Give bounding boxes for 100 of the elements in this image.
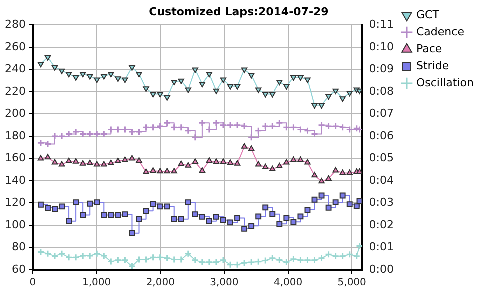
y2-tick-label: 0:06: [369, 129, 394, 142]
point: [51, 132, 59, 140]
point: [276, 80, 283, 86]
point: [65, 254, 73, 262]
point: [150, 167, 156, 173]
point: [270, 211, 276, 218]
point: [318, 103, 325, 109]
point: [171, 80, 178, 86]
point: [192, 256, 200, 264]
y-tick-label: 60: [12, 262, 26, 276]
legend-label: Cadence: [416, 25, 465, 38]
point: [192, 134, 200, 142]
point: [79, 130, 87, 138]
legend-label: GCT: [416, 8, 440, 22]
point: [290, 156, 297, 162]
point: [142, 124, 150, 132]
point: [290, 76, 297, 81]
point: [220, 217, 226, 224]
point: [156, 122, 164, 130]
point: [296, 256, 304, 264]
point: [311, 130, 319, 138]
point: [108, 212, 114, 218]
point: [164, 96, 170, 102]
point: [248, 223, 255, 230]
point: [178, 256, 186, 264]
point: [185, 88, 192, 94]
x-tick-label: 2,000: [146, 278, 175, 289]
point: [87, 200, 94, 207]
y-tick-label: 140: [4, 174, 26, 187]
point: [58, 68, 66, 74]
point: [192, 158, 199, 164]
point: [276, 221, 283, 228]
point: [326, 204, 332, 211]
y2-tick-label: 0:00: [369, 262, 394, 276]
point: [115, 76, 122, 82]
point: [262, 164, 269, 170]
point: [178, 160, 184, 166]
point: [256, 214, 262, 220]
point: [185, 162, 192, 168]
point: [298, 76, 304, 81]
point: [332, 88, 339, 94]
x-tick-label: 0: [30, 278, 36, 289]
point: [227, 84, 234, 90]
point: [101, 161, 108, 167]
point: [66, 158, 72, 164]
point: [284, 84, 290, 90]
point: [346, 202, 353, 208]
point: [220, 256, 228, 264]
point: [192, 68, 199, 74]
point: [234, 160, 241, 166]
point: [93, 130, 101, 138]
point: [143, 168, 150, 174]
point: [226, 122, 234, 130]
point: [86, 252, 94, 260]
point: [52, 159, 58, 165]
point: [115, 158, 122, 164]
point: [164, 119, 172, 127]
point: [304, 78, 311, 84]
point: [170, 124, 178, 132]
point: [206, 258, 214, 266]
point: [143, 86, 150, 92]
point: [52, 206, 58, 212]
point: [282, 258, 290, 266]
y2-tick-label: 0:09: [369, 62, 394, 76]
point: [142, 256, 150, 264]
point: [164, 168, 170, 174]
point: [101, 212, 108, 218]
point: [254, 127, 262, 135]
point: [346, 250, 354, 258]
point: [270, 92, 276, 98]
point: [199, 82, 206, 88]
point: [86, 130, 94, 138]
y2-tick-label: 0:10: [369, 40, 394, 54]
point: [325, 250, 333, 258]
point: [114, 126, 122, 134]
point: [284, 215, 290, 222]
y-tick-label: 220: [4, 84, 26, 98]
point: [108, 160, 114, 166]
point: [107, 126, 115, 134]
point: [276, 119, 284, 127]
point: [129, 230, 136, 236]
point: [340, 192, 346, 199]
chart-title: Customized Laps:2014-07-29: [149, 5, 329, 18]
point: [248, 146, 255, 152]
point: [198, 119, 206, 127]
point: [220, 122, 228, 130]
point: [122, 156, 128, 162]
point: [255, 161, 262, 167]
point: [101, 74, 108, 80]
point: [298, 156, 304, 162]
point: [100, 130, 108, 138]
point: [276, 256, 284, 264]
point: [339, 252, 347, 260]
point: [114, 256, 122, 264]
point: [79, 252, 87, 260]
point: [220, 78, 227, 84]
point: [346, 170, 353, 176]
point: [318, 254, 326, 262]
point: [248, 134, 256, 142]
x-tick-label: 3,000: [210, 278, 239, 289]
